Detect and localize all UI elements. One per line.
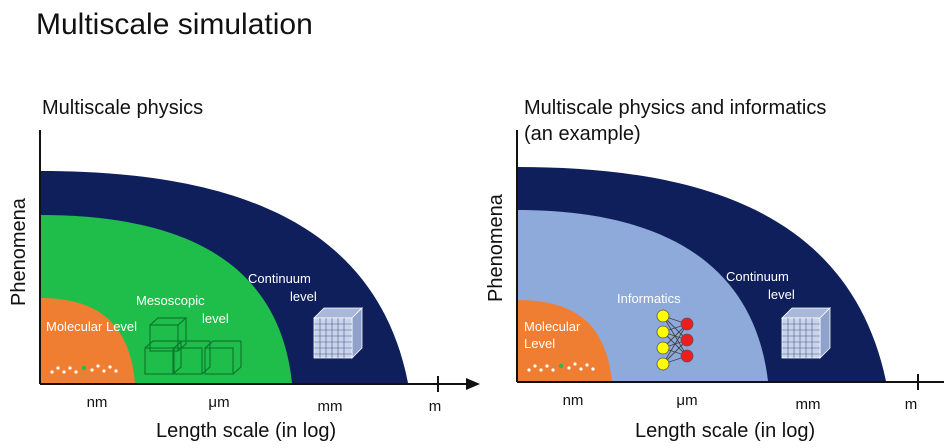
left-continuum-grid-cube-icon xyxy=(313,307,363,359)
right-tick-um: μm xyxy=(676,392,698,409)
page-title: Multiscale simulation xyxy=(36,8,313,41)
left-molecular-region xyxy=(40,298,135,383)
left-x-label: Length scale (in log) xyxy=(156,420,337,442)
right-molecular-label-2: Level xyxy=(524,336,556,351)
left-continuum-label-1: Continuum xyxy=(248,271,311,286)
right-informatics-label: Informatics xyxy=(617,291,681,306)
right-neural-network-icon xyxy=(656,309,694,371)
left-continuum-label-2: level xyxy=(290,289,317,304)
right-x-label: Length scale (in log) xyxy=(635,420,816,442)
left-tick-nm: nm xyxy=(86,394,108,411)
right-tick-mm: mm xyxy=(795,396,821,413)
left-molecular-label: Molecular Level xyxy=(46,319,138,334)
right-subtitle-2: (an example) xyxy=(524,123,641,145)
right-y-label: Phenomena xyxy=(485,194,507,302)
left-subtitle: Multiscale physics xyxy=(42,97,204,119)
right-tick-nm: nm xyxy=(562,392,584,409)
right-subtitle-1: Multiscale physics and informatics xyxy=(524,97,827,119)
right-continuum-grid-cube-icon xyxy=(781,307,831,359)
left-mesoscopic-label-2: level xyxy=(202,311,229,326)
left-molecule-icon xyxy=(50,364,118,374)
right-molecular-region xyxy=(517,300,612,381)
left-tick-mm: mm xyxy=(317,398,343,415)
right-continuum-label-2: level xyxy=(768,287,795,302)
left-tick-m: m xyxy=(428,398,442,415)
right-tick-m: m xyxy=(904,396,918,413)
left-x-arrow xyxy=(466,378,480,390)
right-molecular-label-1: Molecular xyxy=(524,319,581,334)
left-mesoscopic-label-1: Mesoscopic xyxy=(136,293,205,308)
left-tick-um: μm xyxy=(208,394,230,411)
right-molecule-icon xyxy=(527,362,595,372)
right-continuum-label-1: Continuum xyxy=(726,269,789,284)
left-mesoscopic-cubes-icon xyxy=(144,317,242,375)
left-diagram xyxy=(39,130,480,392)
